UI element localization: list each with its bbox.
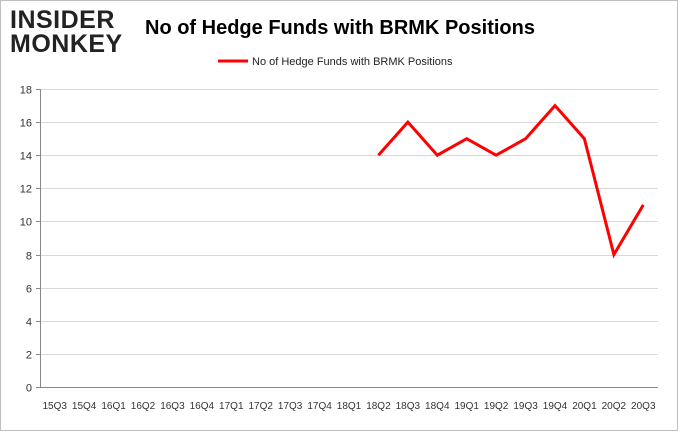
x-tick-label: 17Q1 xyxy=(219,401,244,412)
y-tick-label: 14 xyxy=(20,151,32,163)
y-tick-label: 10 xyxy=(20,217,32,229)
insider-monkey-logo: INSIDER MONKEY xyxy=(10,6,123,58)
y-tick-label: 2 xyxy=(26,350,32,362)
x-tick-label: 19Q2 xyxy=(484,401,509,412)
x-tick-label: 16Q1 xyxy=(101,401,126,412)
x-tick-label: 15Q4 xyxy=(72,401,97,412)
x-tick-label: 16Q4 xyxy=(190,401,215,412)
x-tick-label: 20Q3 xyxy=(631,401,656,412)
logo-line-monkey: MONKEY xyxy=(10,30,123,58)
x-tick-label: 19Q1 xyxy=(454,401,479,412)
legend-label: No of Hedge Funds with BRMK Positions xyxy=(252,56,453,68)
x-tick-label: 17Q3 xyxy=(278,401,303,412)
x-tick-label: 18Q2 xyxy=(366,401,391,412)
x-tick-label: 19Q3 xyxy=(513,401,538,412)
x-tick-label: 17Q2 xyxy=(248,401,273,412)
x-tick-labels: 15Q3 15Q4 16Q1 16Q2 16Q3 16Q4 17Q1 17Q2 17Q3 17Q4… xyxy=(42,401,655,412)
y-tick-label: 8 xyxy=(26,251,32,263)
chart-title: No of Hedge Funds with BRMK Positions xyxy=(145,17,535,39)
y-tick-label: 18 xyxy=(20,85,32,97)
y-tick-label: 16 xyxy=(20,118,32,130)
y-tick-label: 12 xyxy=(20,184,32,196)
legend: No of Hedge Funds with BRMK Positions xyxy=(218,56,453,68)
x-tick-label: 18Q4 xyxy=(425,401,450,412)
x-tick-label: 18Q3 xyxy=(396,401,421,412)
y-tick-label: 6 xyxy=(26,284,32,296)
x-tick-label: 15Q3 xyxy=(42,401,67,412)
y-tick-label: 4 xyxy=(26,317,32,329)
x-tick-label: 19Q4 xyxy=(543,401,568,412)
x-tick-label: 17Q4 xyxy=(307,401,332,412)
x-tick-label: 20Q1 xyxy=(572,401,597,412)
x-tick-label: 16Q3 xyxy=(160,401,185,412)
x-tick-label: 18Q1 xyxy=(337,401,362,412)
y-tick-label: 0 xyxy=(26,383,32,395)
x-tick-label: 16Q2 xyxy=(131,401,156,412)
x-tick-label: 20Q2 xyxy=(602,401,627,412)
